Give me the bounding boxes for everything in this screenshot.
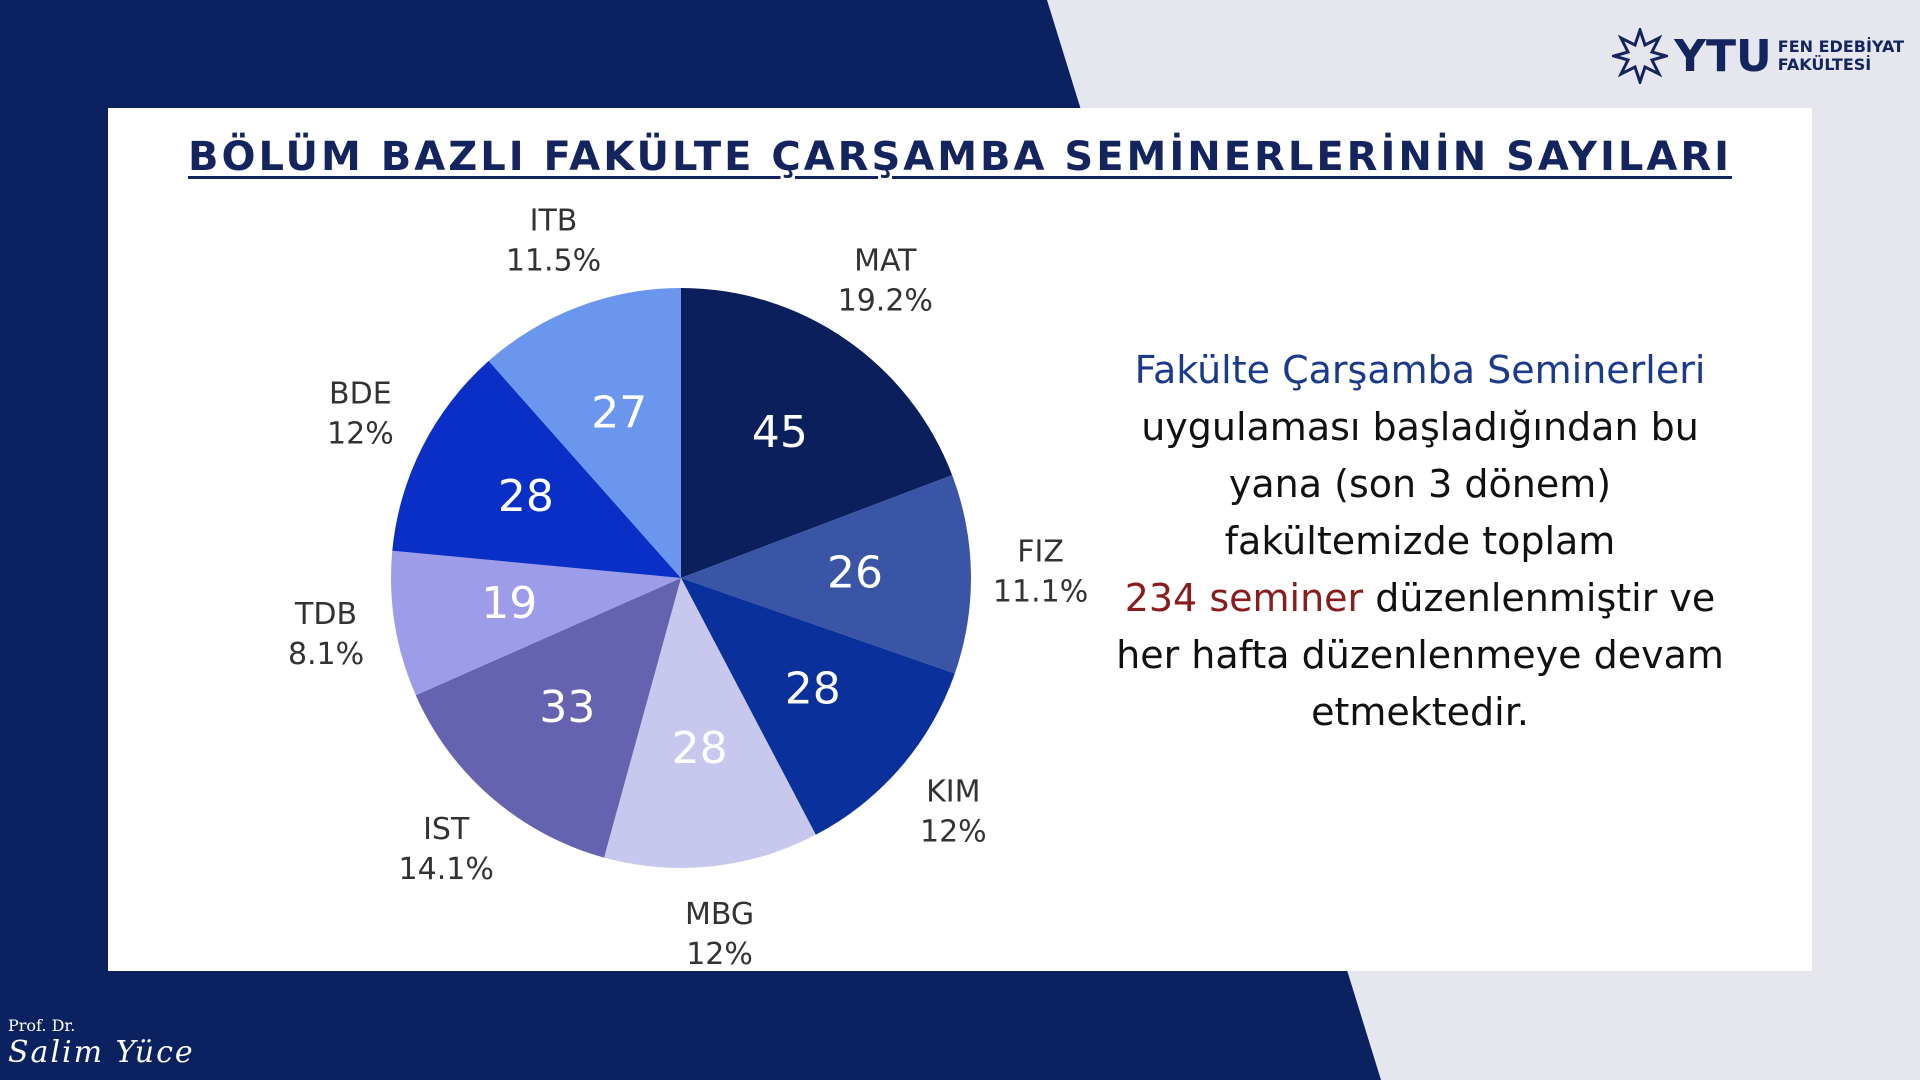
signature: Prof. Dr. Salim Yüce xyxy=(8,1016,195,1070)
pie-slice xyxy=(392,360,681,578)
pie-slice xyxy=(415,578,681,858)
slice-percent-label: 12% xyxy=(920,814,987,849)
note-line: 234 seminer düzenlenmiştir ve xyxy=(1090,570,1750,627)
slice-value-label: 28 xyxy=(785,664,841,715)
pie-slice xyxy=(391,550,681,696)
slice-percent-label: 14.1% xyxy=(399,852,494,887)
logo: YTU FEN EDEBİYAT FAKÜLTESİ xyxy=(1612,28,1904,84)
slice-category-label: FIZ xyxy=(1017,535,1064,570)
logo-line: FEN EDEBİYAT xyxy=(1777,37,1904,56)
slice-category-label: KIM xyxy=(926,774,980,809)
note: Fakülte Çarşamba Seminerleri uygulaması … xyxy=(1090,342,1750,741)
slice-value-label: 33 xyxy=(539,682,595,733)
pie-slice xyxy=(681,288,953,578)
logo-mark: YTU xyxy=(1674,30,1772,82)
slice-percent-label: 12% xyxy=(686,937,753,972)
slice-percent-label: 19.2% xyxy=(838,284,933,319)
slice-category-label: IST xyxy=(423,812,470,847)
slice-percent-label: 12% xyxy=(327,417,394,452)
slice-value-label: 28 xyxy=(672,723,728,774)
note-line: uygulaması başladığından bu xyxy=(1141,405,1699,449)
note-highlight: 234 seminer xyxy=(1124,576,1364,620)
slice-category-label: TDB xyxy=(294,597,357,632)
slice-category-label: ITB xyxy=(530,203,578,238)
note-line: etmektedir. xyxy=(1311,690,1529,734)
pie-slice xyxy=(681,475,971,674)
note-line: her hafta düzenlenmeye devam xyxy=(1116,633,1724,677)
slice-percent-label: 11.5% xyxy=(506,243,601,278)
slice-category-label: MBG xyxy=(685,897,754,932)
signature-title: Prof. Dr. xyxy=(8,1016,76,1035)
slice-category-label: BDE xyxy=(329,377,392,412)
slice-value-label: 27 xyxy=(591,387,647,438)
slice-percent-label: 11.1% xyxy=(993,575,1088,610)
pie-slice xyxy=(488,288,681,578)
slice-value-label: 26 xyxy=(827,548,883,599)
logo-line: FAKÜLTESİ xyxy=(1777,55,1872,74)
logo-star xyxy=(1612,28,1669,84)
signature-name: Salim Yüce xyxy=(8,1035,195,1070)
slice-category-label: MAT xyxy=(854,244,917,279)
slice-value-label: 28 xyxy=(498,471,554,522)
pie-slice xyxy=(681,578,955,835)
note-line: yana (son 3 dönem) xyxy=(1228,462,1612,506)
slice-value-label: 19 xyxy=(481,578,537,629)
chart-title: BÖLÜM BAZLI FAKÜLTE ÇARŞAMBA SEMİNERLERİ… xyxy=(187,134,1733,180)
slice-percent-label: 8.1% xyxy=(288,637,364,672)
logo-text: FEN EDEBİYAT FAKÜLTESİ xyxy=(1778,38,1904,74)
note-line: fakültemizde toplam xyxy=(1224,519,1616,563)
note-text: düzenlenmiştir ve xyxy=(1375,576,1716,620)
pie-slice xyxy=(604,578,816,868)
note-heading: Fakülte Çarşamba Seminerleri xyxy=(1134,348,1706,392)
title-box: BÖLÜM BAZLI FAKÜLTE ÇARŞAMBA SEMİNERLERİ… xyxy=(108,134,1812,180)
slice-value-label: 45 xyxy=(752,407,808,458)
